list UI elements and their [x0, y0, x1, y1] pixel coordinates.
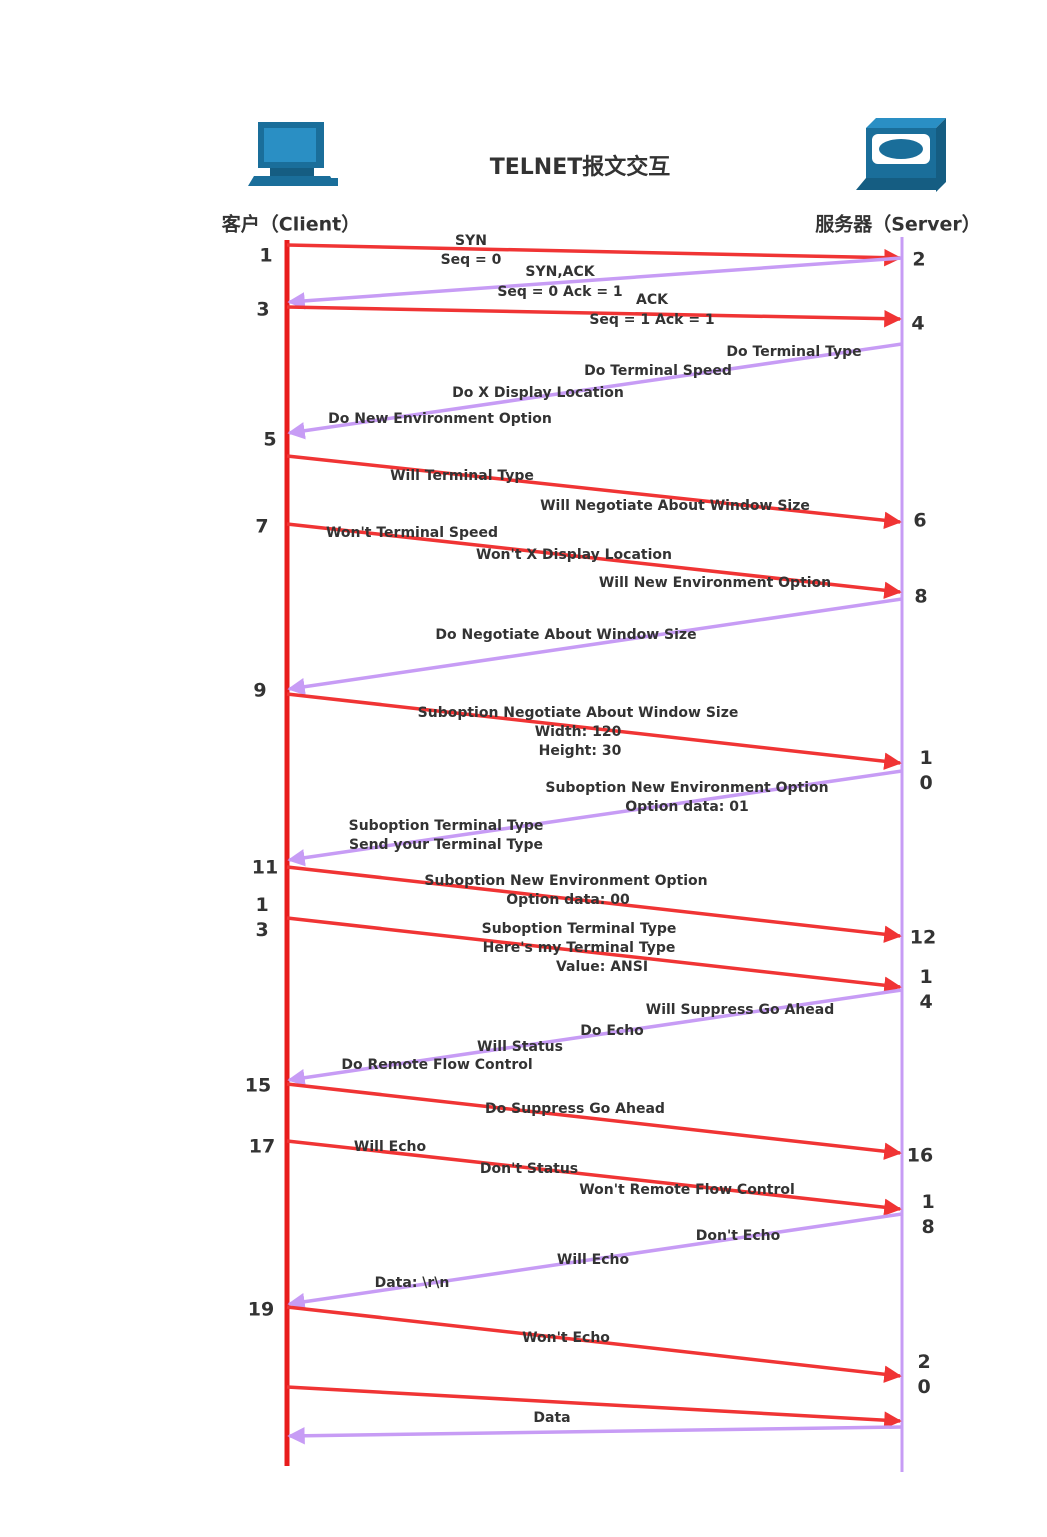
message-label: Suboption Negotiate About Window Size: [417, 705, 739, 721]
message-arrow: [286, 305, 902, 328]
message-label: Do Echo: [580, 1023, 644, 1039]
message-label: Width: 120: [534, 724, 622, 740]
message-label: Seq = 0 Ack = 1: [497, 284, 623, 300]
message-label: Value: ANSI: [555, 959, 649, 975]
client-label: 客户（Client）: [221, 213, 361, 236]
message-label: Suboption Terminal Type: [348, 818, 544, 834]
server-icon: [856, 118, 946, 192]
message-label: Suboption New Environment Option: [424, 873, 708, 889]
message-label: Suboption Terminal Type: [481, 921, 677, 937]
step-number: 17: [248, 1135, 276, 1158]
step-number: 8: [914, 585, 928, 608]
message-label: Don't Status: [479, 1161, 579, 1177]
message-label: SYN,ACK: [525, 264, 595, 280]
step-number: 4: [911, 312, 925, 335]
title: TELNET报文交互: [489, 155, 671, 180]
message-label: Suboption New Environment Option: [545, 780, 829, 796]
message-arrow: [286, 522, 902, 599]
message-label: Won't X Display Location: [476, 547, 672, 563]
message-arrow: [287, 256, 903, 310]
message-label: Height: 30: [538, 743, 622, 759]
message-label: ACK: [636, 292, 668, 308]
message-label: Won't Terminal Speed: [325, 525, 499, 541]
message-arrow: [287, 597, 903, 696]
message-arrow: [286, 916, 902, 994]
message-label: Do Negotiate About Window Size: [435, 627, 697, 643]
message-label: Do New Environment Option: [328, 411, 552, 427]
message-label: Option data: 01: [625, 799, 749, 815]
message-label: Won't Echo: [522, 1330, 610, 1346]
message-label: Don't Echo: [695, 1228, 781, 1244]
client-icon: [248, 122, 338, 186]
step-number: 13: [255, 894, 269, 941]
step-number: 20: [917, 1351, 931, 1398]
message-arrow: [286, 865, 902, 943]
step-number: 18: [921, 1191, 935, 1238]
message-label: Do Suppress Go Ahead: [485, 1101, 665, 1117]
step-number: 10: [919, 747, 933, 794]
message-arrow: [287, 1425, 903, 1445]
step-number: 11: [251, 856, 279, 879]
message-label: SYN: [455, 233, 487, 249]
step-number: 5: [263, 428, 277, 451]
message-label: Do Remote Flow Control: [341, 1057, 533, 1073]
message-arrow: [287, 988, 903, 1087]
message-label: Will Echo: [556, 1252, 630, 1268]
message-label: Won't Remote Flow Control: [579, 1182, 795, 1198]
message-arrow: [287, 1212, 903, 1311]
step-number: 19: [247, 1298, 275, 1321]
step-number: 9: [253, 679, 267, 702]
message-label: Data: \r\n: [374, 1275, 450, 1291]
message-label: Will Negotiate About Window Size: [540, 498, 810, 514]
message-arrow: [287, 342, 903, 440]
message-label: Do Terminal Speed: [584, 363, 732, 379]
step-number: 1: [259, 244, 273, 267]
step-number: 3: [256, 298, 270, 321]
step-number: 6: [913, 509, 927, 532]
step-number: 16: [906, 1144, 934, 1167]
message-label: Send your Terminal Type: [348, 837, 544, 853]
message-arrow: [286, 1082, 902, 1160]
message-label: Here's my Terminal Type: [482, 940, 676, 956]
message-label: Will Status: [477, 1039, 563, 1055]
message-arrow: [286, 243, 902, 267]
server-label: 服务器（Server）: [815, 213, 981, 236]
step-number: 7: [255, 515, 269, 538]
message-label: Will Terminal Type: [390, 468, 534, 484]
message-label: Will Echo: [353, 1139, 427, 1155]
message-label: Seq = 0: [440, 252, 502, 268]
message-arrow: [286, 1305, 902, 1383]
step-number: 14: [919, 966, 933, 1013]
step-number: 2: [912, 248, 926, 271]
message-arrow: [286, 692, 902, 770]
step-number: 12: [909, 926, 937, 949]
message-label: Option data: 00: [506, 892, 630, 908]
message-label: Do Terminal Type: [726, 344, 862, 360]
message-arrow: [286, 1139, 902, 1216]
message-label: Data: [533, 1410, 571, 1426]
message-label: Will New Environment Option: [598, 575, 832, 591]
message-label: Do X Display Location: [452, 385, 624, 401]
message-arrow: [286, 1385, 902, 1429]
message-arrow: [287, 769, 903, 867]
step-number: 15: [244, 1074, 272, 1097]
message-label: Will Suppress Go Ahead: [645, 1002, 835, 1018]
message-label: Seq = 1 Ack = 1: [589, 312, 715, 328]
message-arrow: [286, 454, 902, 530]
